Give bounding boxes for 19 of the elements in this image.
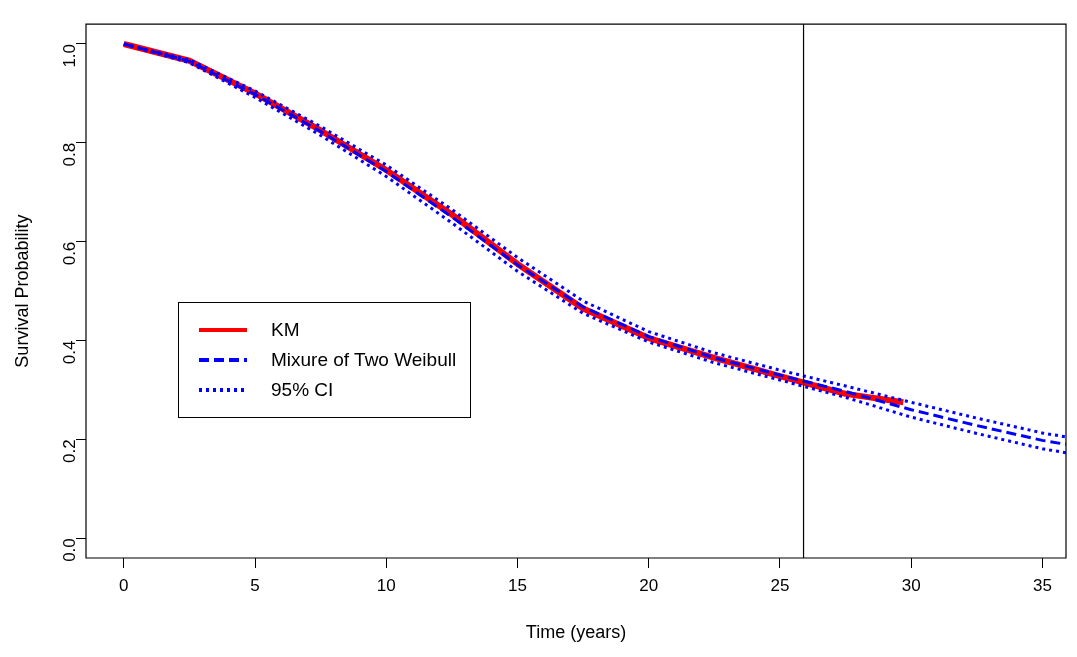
legend-label: KM bbox=[271, 319, 300, 341]
y-tick-label: 0.8 bbox=[59, 142, 79, 167]
x-tick-label: 10 bbox=[376, 575, 396, 595]
x-tick-label: 35 bbox=[1032, 575, 1052, 595]
legend-label: 95% CI bbox=[271, 379, 334, 401]
legend-label: Mixure of Two Weibull bbox=[271, 349, 457, 371]
x-tick-label: 25 bbox=[770, 575, 790, 595]
y-axis-title: Survival Probability bbox=[11, 214, 32, 368]
y-tick-label: 0.6 bbox=[59, 241, 79, 266]
x-tick-label: 15 bbox=[508, 575, 527, 595]
y-tick-label: 0.4 bbox=[59, 340, 79, 365]
y-tick-label: 1.0 bbox=[59, 43, 79, 68]
x-tick-label: 0 bbox=[119, 575, 129, 595]
x-axis-title: Time (years) bbox=[525, 622, 627, 643]
y-tick-label: 0.2 bbox=[59, 439, 79, 464]
x-tick-label: 5 bbox=[250, 575, 260, 595]
x-tick-label: 30 bbox=[901, 575, 921, 595]
x-tick-label: 20 bbox=[639, 575, 659, 595]
y-tick-label: 0.0 bbox=[59, 538, 79, 562]
